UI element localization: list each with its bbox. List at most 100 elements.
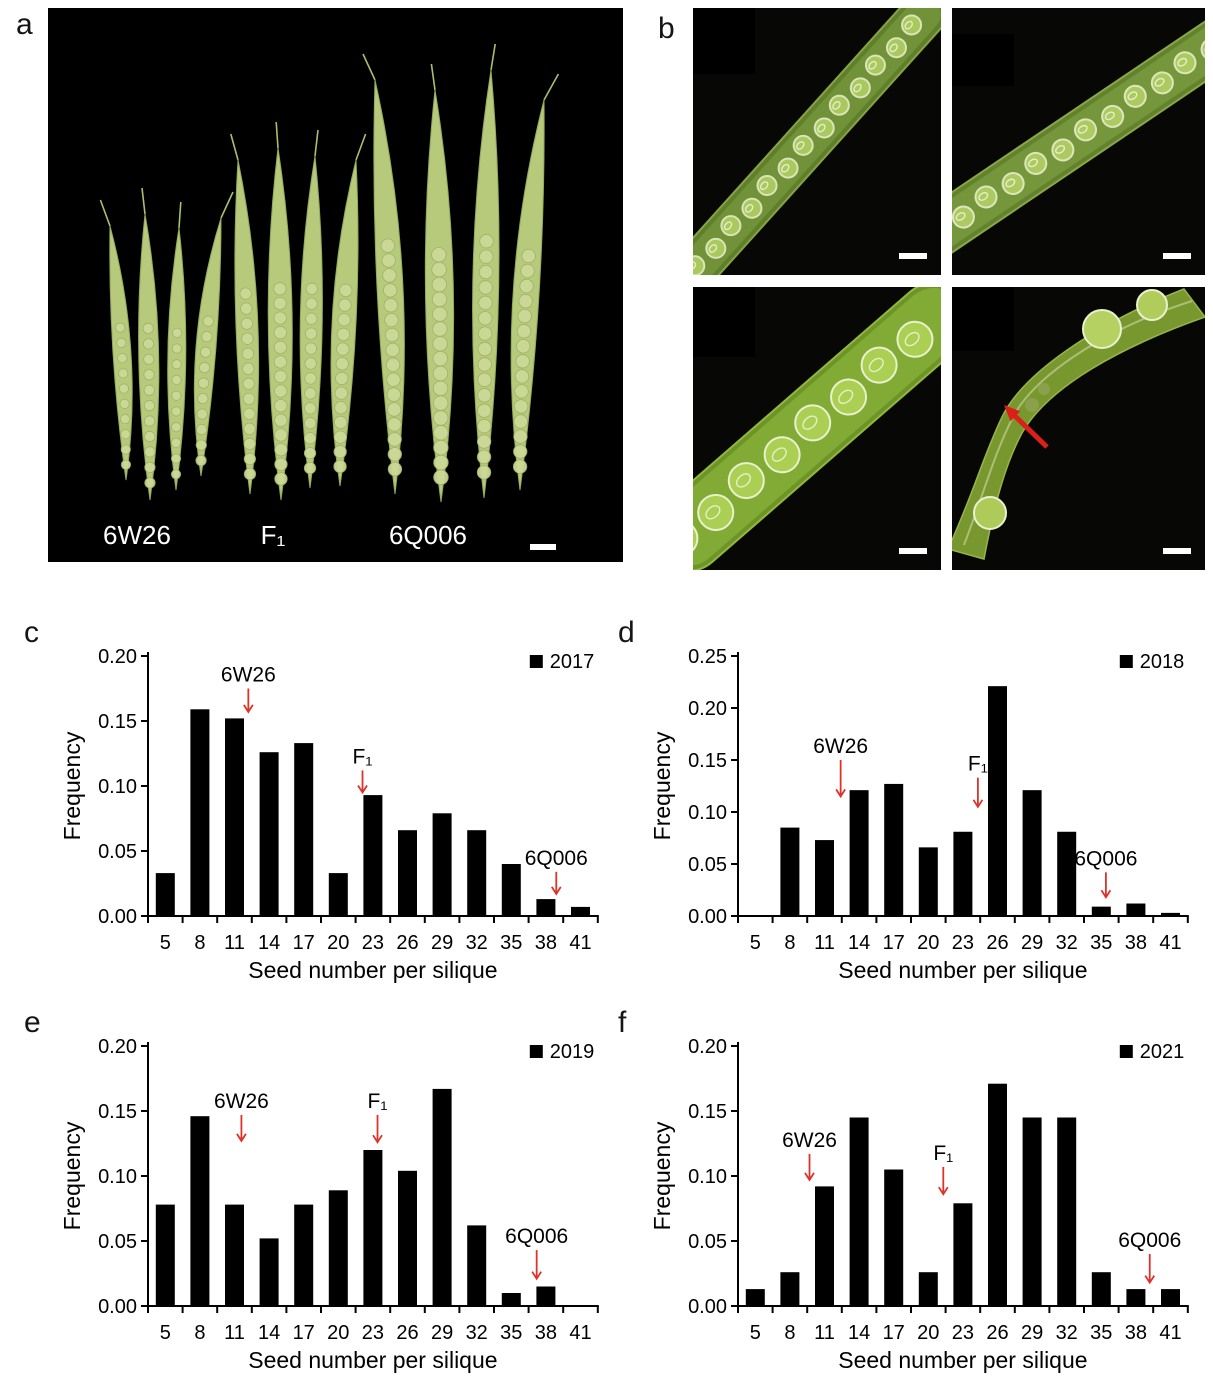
- bar: [1022, 790, 1042, 916]
- legend-label: 2017: [550, 651, 595, 673]
- seed-highlight: [771, 447, 787, 462]
- seed-bump: [387, 461, 403, 477]
- y-tick-label: 0.10: [98, 1166, 137, 1188]
- bar: [536, 1286, 556, 1306]
- x-tick-label: 20: [327, 1322, 349, 1344]
- seed-bump: [172, 327, 183, 338]
- seed-highlight: [1127, 91, 1138, 101]
- seed-bump: [382, 268, 397, 283]
- seed-bump: [478, 311, 493, 326]
- x-tick-label: 14: [258, 1322, 280, 1344]
- silique-beak: [141, 187, 146, 215]
- seed-highlight: [1077, 124, 1088, 134]
- bar: [155, 873, 175, 916]
- seed-bump: [432, 321, 448, 337]
- seed-bump: [433, 454, 449, 471]
- aborted-ovule: [1025, 398, 1039, 412]
- seed-bump: [521, 248, 536, 264]
- y-tick-label: 0.05: [688, 1231, 727, 1253]
- x-tick-label: 11: [814, 932, 835, 954]
- x-tick-label: 11: [814, 1322, 835, 1344]
- seed-bump: [431, 291, 448, 307]
- x-tick-label: 23: [362, 1322, 384, 1344]
- silique-beak: [430, 63, 436, 91]
- seed-highlight: [853, 83, 862, 93]
- seed-bump: [383, 298, 399, 313]
- seed-bump: [242, 377, 255, 390]
- seed-bump: [144, 446, 156, 458]
- bar: [815, 1186, 834, 1306]
- seed-bump: [476, 465, 492, 480]
- seed-highlight: [955, 212, 966, 221]
- seed-bump: [243, 422, 256, 435]
- seed: [727, 462, 765, 500]
- seed-highlight: [759, 181, 769, 191]
- seed-highlight: [802, 415, 818, 430]
- annotation-arrowhead-icon: [357, 785, 368, 795]
- seed: [830, 378, 868, 416]
- seed-bump: [274, 457, 288, 471]
- seed-bump: [477, 403, 492, 418]
- seed-bump: [477, 372, 492, 388]
- seed-bump: [242, 392, 256, 405]
- annotation-arrowhead-icon: [804, 1172, 815, 1182]
- bar: [398, 1170, 417, 1306]
- x-tick-label: 11: [224, 1322, 245, 1344]
- bar: [918, 847, 938, 916]
- seed-highlight: [744, 203, 754, 213]
- seed-bump: [431, 261, 447, 278]
- seed-bump: [273, 326, 287, 340]
- seed-bump: [197, 392, 209, 405]
- seed-bump: [477, 341, 493, 357]
- silique-closeup-photo-4: [952, 287, 1205, 570]
- seed-bump: [519, 278, 534, 294]
- seed-bump: [476, 434, 492, 449]
- seed-bump: [119, 413, 131, 425]
- seed-bump: [274, 442, 288, 457]
- seed-bump: [274, 472, 288, 486]
- silique-valve: [952, 288, 1205, 560]
- seed-bump: [202, 315, 214, 327]
- x-axis-title: Seed number per silique: [248, 1347, 497, 1373]
- seed: [973, 496, 1007, 530]
- x-axis-title: Seed number per silique: [838, 1347, 1087, 1373]
- seed-bump: [432, 380, 449, 396]
- bar: [155, 1204, 175, 1306]
- bar: [1126, 1289, 1146, 1306]
- x-tick-label: 5: [160, 1322, 171, 1344]
- seed-bump: [432, 365, 449, 382]
- camera-label-cover: [952, 287, 1014, 351]
- seed-highlight: [904, 20, 914, 30]
- seed: [952, 205, 975, 229]
- seed-bump: [517, 309, 532, 324]
- x-tick-label: 32: [1056, 1322, 1078, 1344]
- seed-bump: [516, 339, 531, 354]
- silique-closeup: [952, 12, 1205, 260]
- x-tick-label: 17: [883, 1322, 905, 1344]
- camera-label-cover: [693, 8, 755, 74]
- bar: [745, 1289, 765, 1306]
- seed-bump: [171, 343, 182, 354]
- seed-bump: [239, 287, 252, 300]
- bar: [432, 1088, 452, 1306]
- seed-bump: [144, 461, 156, 473]
- seed-bump: [304, 402, 317, 415]
- x-tick-label: 5: [160, 932, 171, 954]
- bar: [815, 840, 834, 916]
- seed-bump: [273, 282, 287, 296]
- legend-label: 2018: [1140, 651, 1185, 673]
- silique-closeup-photo-1: [693, 8, 941, 275]
- aborted-ovule: [1038, 383, 1050, 395]
- seed-bump: [195, 454, 207, 467]
- bar: [988, 686, 1007, 916]
- seed: [697, 493, 735, 531]
- seed-bump: [338, 298, 352, 312]
- x-tick-label: 35: [500, 1322, 522, 1344]
- scale-bar: [1163, 253, 1191, 259]
- annotation-arrowhead-icon: [1100, 889, 1112, 899]
- x-tick-label: 41: [569, 1322, 591, 1344]
- bar: [225, 718, 244, 916]
- y-tick-label: 0.00: [98, 1296, 137, 1318]
- y-tick-label: 0.00: [98, 906, 137, 928]
- seed-bump: [333, 415, 348, 430]
